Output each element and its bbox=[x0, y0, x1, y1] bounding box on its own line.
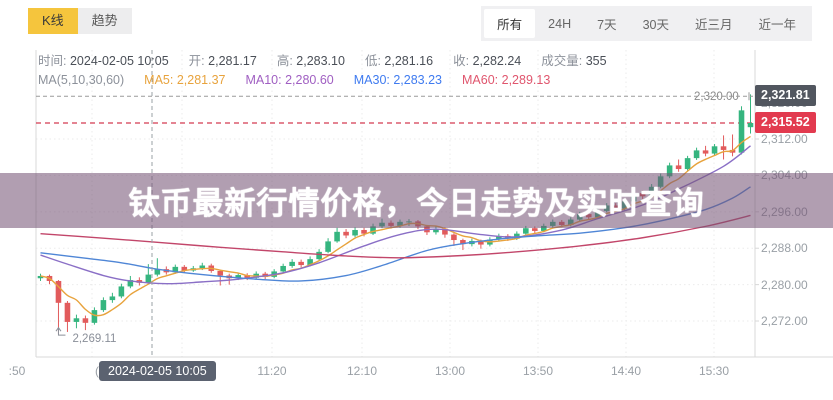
min-price-label: 2,269.11 bbox=[72, 333, 117, 346]
ma-legend-ma30: MA30: 2,283.23 bbox=[353, 73, 443, 87]
ma-row: MA(5,10,30,60) MA5: 2,281.37 MA10: 2,280.6… bbox=[38, 71, 607, 90]
x-axis-label-6: 13:50 bbox=[522, 364, 554, 378]
tab-kline[interactable]: K线 bbox=[28, 8, 78, 34]
ohlc-field-2: 高: 2,283.10 bbox=[276, 54, 345, 68]
last-price-tag: 2,315.52 bbox=[755, 112, 816, 133]
banner-title: 钛币最新行情价格，今日走势及实时查询 bbox=[128, 186, 705, 221]
range-button-2[interactable]: 7天 bbox=[597, 18, 617, 32]
ohlc-info-bar: 时间: 2024-02-05 10:05 开: 2,281.17 高: 2,283.… bbox=[38, 52, 607, 90]
y-axis-label-5: 2,280.00 bbox=[761, 277, 808, 292]
ma-legend-ma5: MA5: 2,281.37 bbox=[144, 73, 226, 87]
title-banner: 钛币最新行情价格，今日走势及实时查询 bbox=[0, 173, 833, 228]
x-axis-label-7: 14:40 bbox=[610, 364, 642, 378]
ohlc-field-4: 收: 2,282.24 bbox=[453, 54, 522, 68]
x-axis-label-5: 13:00 bbox=[434, 364, 466, 378]
axis-pointer-tooltip: 2024-02-05 10:05 bbox=[99, 361, 216, 381]
ma-group-label: MA(5,10,30,60) bbox=[38, 73, 125, 87]
ohlc-field-5: 成交量: 355 bbox=[541, 54, 607, 68]
y-axis-label-6: 2,272.00 bbox=[761, 314, 808, 329]
ohlc-field-3: 低: 2,281.16 bbox=[364, 54, 434, 68]
ma-legend-ma10: MA10: 2,280.60 bbox=[245, 73, 334, 87]
y-axis-label-4: 2,288.00 bbox=[761, 241, 808, 256]
range-button-5[interactable]: 近一年 bbox=[758, 18, 796, 32]
x-axis-label-8: 15:30 bbox=[698, 364, 730, 378]
ohlc-field-0: 时间: 2024-02-05 10:05 bbox=[38, 54, 169, 68]
ohlc-row: 时间: 2024-02-05 10:05 开: 2,281.17 高: 2,283.… bbox=[38, 52, 607, 71]
ohlc-field-1: 开: 2,281.17 bbox=[188, 54, 257, 68]
range-button-0[interactable]: 所有 bbox=[484, 9, 536, 38]
ma-line-ma60 bbox=[40, 214, 751, 259]
x-axis-label-1: ( bbox=[95, 364, 99, 378]
range-button-1[interactable]: 24H bbox=[548, 16, 572, 31]
max-markline-label: 2,320.00 bbox=[694, 91, 739, 103]
tab-trend[interactable]: 趋势 bbox=[77, 8, 132, 34]
x-axis-label-4: 12:10 bbox=[346, 364, 378, 378]
x-axis-label-0: :50 bbox=[8, 364, 26, 378]
ma-legend-ma60: MA60: 2,289.13 bbox=[462, 73, 551, 87]
min-marker-arrow-icon bbox=[55, 326, 66, 336]
y-axis-label-1: 2,312.00 bbox=[761, 132, 808, 147]
range-button-3[interactable]: 30天 bbox=[642, 18, 669, 32]
x-axis-label-3: 11:20 bbox=[257, 364, 287, 378]
max-price-tag: 2,321.81 bbox=[755, 85, 816, 107]
range-button-4[interactable]: 近三月 bbox=[694, 18, 733, 32]
time-range-buttons: 所有 24H 7天 30天 近三月 近一年 bbox=[481, 6, 812, 41]
chart-type-tabs: K线 趋势 bbox=[28, 8, 132, 34]
